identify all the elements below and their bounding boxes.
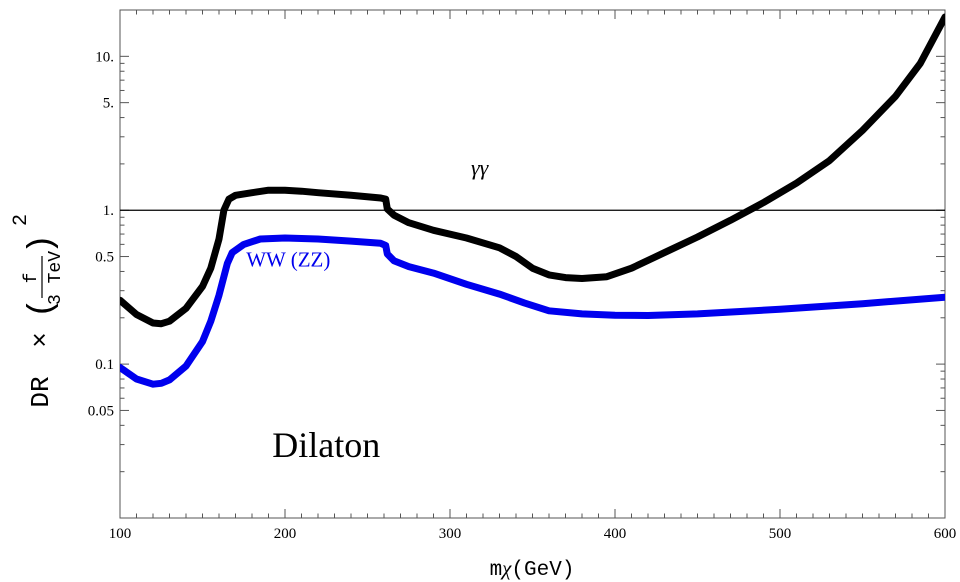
y-axis-title-times: ×	[26, 332, 56, 348]
x-axis-title-symbol: χ	[500, 556, 512, 580]
y-axis-title-exponent: 2	[10, 214, 33, 226]
y-axis-title-open-paren: (	[24, 298, 62, 318]
y-tick-label: 10.	[95, 49, 114, 65]
x-tick-label: 600	[934, 526, 957, 542]
y-axis-title-close-paren: )	[24, 234, 62, 254]
axis-tick-labels: 100 200 300 400 500 600 0.05 0.1 0.5 1. 5. 10.	[88, 49, 957, 542]
x-axis-title-prefix: m	[490, 559, 503, 582]
x-axis-title: mχ(GeV)	[490, 556, 575, 582]
y-tick-label: 1.	[103, 203, 114, 219]
x-tick-label: 200	[274, 526, 297, 542]
annotation-gamma-gamma: γγ	[471, 155, 490, 180]
y-axis-title: DR × ( f 3 TeV ) 2	[10, 214, 66, 408]
y-tick-label: 0.5	[95, 250, 114, 266]
y-tick-label: 0.1	[95, 357, 114, 373]
x-axis-title-unit: (GeV)	[511, 559, 574, 582]
x-tick-label: 400	[604, 526, 627, 542]
y-axis-title-frac-den: 3 TeV	[46, 251, 66, 305]
y-tick-label: 0.05	[88, 403, 114, 419]
x-tick-label: 100	[109, 526, 132, 542]
y-tick-label: 5.	[103, 96, 114, 112]
y-axis-title-frac-num: f	[22, 273, 42, 284]
x-tick-label: 500	[769, 526, 792, 542]
annotation-ww-zz: WW (ZZ)	[246, 248, 330, 272]
x-tick-label: 300	[439, 526, 462, 542]
series-line-gamma-gamma	[120, 13, 945, 328]
series-line-ww-zz	[120, 234, 945, 388]
y-axis-title-prefix: DR	[26, 376, 56, 407]
series-group	[120, 13, 945, 388]
annotation-dilaton: Dilaton	[272, 425, 380, 465]
annotations-group: γγ WW (ZZ) Dilaton	[246, 155, 489, 465]
